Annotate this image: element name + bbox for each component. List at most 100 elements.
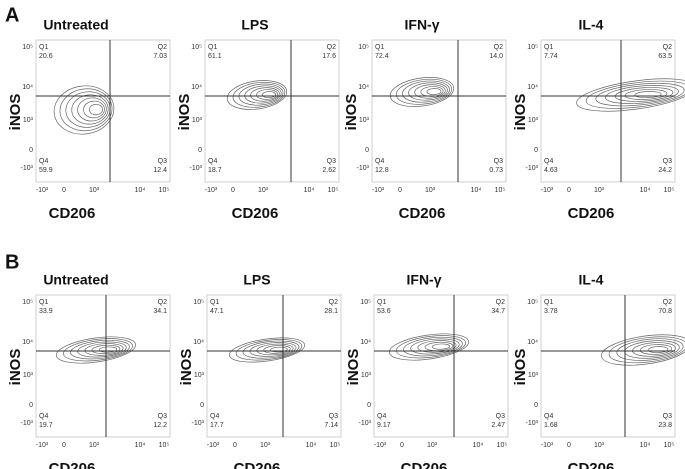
y-axis-label: iNOS [178,349,195,386]
contour [98,346,118,353]
quadrant-name: Q1 [377,299,386,306]
x-tick-label: -10³ [207,442,220,449]
x-tick-label: -10³ [374,442,387,449]
quadrant-name: Q4 [210,413,219,420]
x-tick-label: 10⁵ [159,442,170,449]
y-tick-label: 10⁵ [22,44,33,51]
y-tick-label: -10³ [21,420,34,427]
quadrant-value: 61.1 [208,53,222,60]
x-tick-label: -10³ [541,187,554,194]
x-tick-label: -10³ [205,187,218,194]
quadrant-value: 4.63 [544,167,558,174]
x-tick-label: 0 [233,442,237,449]
quadrant-name: Q4 [377,413,386,420]
x-axis-label: CD206 [399,205,446,222]
y-tick-label: 10⁴ [22,84,33,91]
quadrant-value: 3.78 [544,308,558,315]
quadrant-name: Q2 [496,299,505,306]
y-tick-label: -10³ [192,420,205,427]
plot-frame [204,39,340,183]
contour [83,100,105,119]
quadrant-value: 72.4 [375,53,389,60]
y-tick-label: 10³ [359,117,370,124]
x-tick-label: -10³ [36,442,49,449]
x-tick-label: 10³ [594,187,605,194]
contour [256,89,278,100]
y-tick-label: 10⁴ [193,339,204,346]
x-tick-label: 10⁵ [664,442,675,449]
contour [249,342,297,357]
contour [396,335,466,359]
quadrant-name: Q3 [158,158,167,165]
x-tick-label: 0 [62,442,66,449]
contour [585,80,685,109]
quadrant-value: 24.2 [658,167,672,174]
y-tick-label: 10³ [23,117,34,124]
x-tick-label: 10⁴ [135,187,146,194]
quadrant-value: 53.6 [377,308,391,315]
y-tick-label: 10⁴ [191,84,202,91]
y-tick-label: -10³ [359,420,372,427]
contour [71,94,109,125]
quadrant-name: Q2 [663,299,672,306]
y-tick-label: 10⁴ [22,339,33,346]
y-tick-label: 10³ [23,372,34,379]
y-tick-label: -10³ [526,420,539,427]
quadrant-name: Q3 [663,413,672,420]
contour [595,82,685,107]
x-tick-label: 0 [231,187,235,194]
x-tick-label: 10³ [258,187,269,194]
quadrant-value: 17.6 [322,53,336,60]
quadrant-value: 17.7 [210,422,224,429]
y-tick-label: 10⁵ [22,299,33,306]
y-axis-label: iNOS [343,94,360,131]
x-tick-label: 10³ [89,187,100,194]
contour [63,338,133,362]
x-tick-label: 10³ [260,442,271,449]
contour [403,336,463,357]
quadrant-value: 63.5 [658,53,672,60]
quadrant-name: Q3 [329,413,338,420]
quadrant-name: Q1 [544,299,553,306]
quadrant-value: 33.9 [39,308,53,315]
contour [242,340,300,359]
y-tick-label: 10⁴ [360,339,371,346]
quadrant-name: Q2 [158,299,167,306]
quadrant-value: 47.1 [210,308,224,315]
y-tick-label: 10⁴ [527,339,538,346]
x-axis-label: CD206 [401,460,448,469]
y-tick-label: 10⁵ [527,44,538,51]
x-tick-label: 10⁴ [304,187,315,194]
y-tick-label: 0 [29,147,33,154]
contour [232,81,286,108]
contour [56,336,136,364]
row-label: A [5,4,19,26]
y-tick-label: -10³ [21,165,34,172]
contour [608,336,685,364]
y-tick-label: 0 [29,402,33,409]
contour [256,343,294,356]
contour [389,333,469,361]
x-tick-label: 10³ [89,442,100,449]
y-tick-label: 10³ [361,372,372,379]
x-tick-label: 10⁵ [495,187,506,194]
contour [647,346,669,354]
quadrant-name: Q3 [496,413,505,420]
x-tick-label: 0 [398,187,402,194]
contour [262,91,276,99]
panel-title: IL-4 [579,272,604,288]
contour [632,342,676,357]
quadrant-value: 34.1 [153,308,167,315]
quadrant-value: 0.73 [489,167,503,174]
quadrant-name: Q4 [39,413,48,420]
x-axis-label: CD206 [49,460,96,469]
contour [576,78,685,112]
quadrant-value: 70.8 [658,308,672,315]
quadrant-value: 7.03 [153,53,167,60]
panel-title: Untreated [43,272,108,288]
quadrant-name: Q4 [39,158,48,165]
contour [616,338,684,361]
quadrant-name: Q4 [375,158,384,165]
x-tick-label: 0 [567,187,571,194]
